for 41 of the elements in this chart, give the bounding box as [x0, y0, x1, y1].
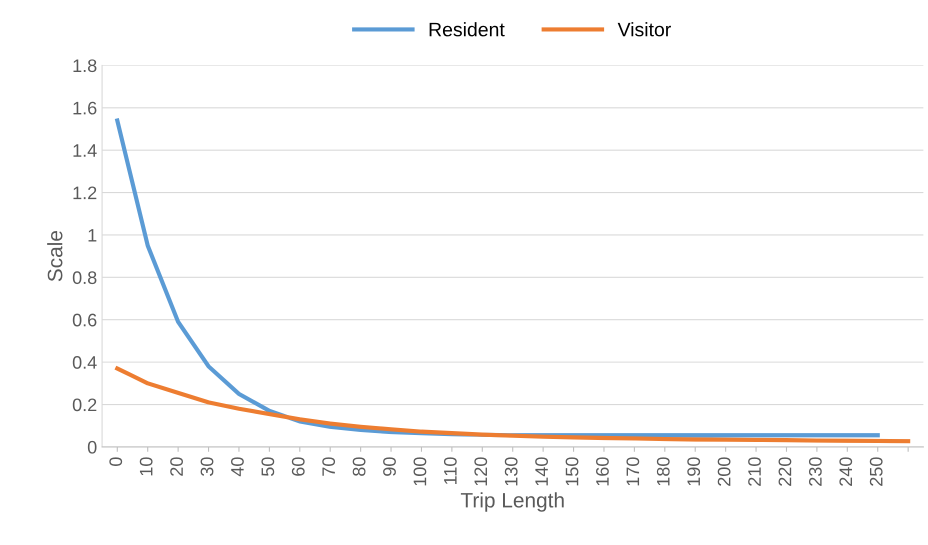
x-tick-label: 140 [535, 457, 548, 486]
x-tick-label: 30 [200, 457, 214, 476]
x-axis-title: Trip Length [460, 492, 564, 512]
x-tick-label: 130 [504, 457, 518, 486]
y-tick-label: 0 [88, 440, 97, 454]
x-tick-label: 180 [656, 457, 670, 486]
y-tick-label: 1.2 [74, 186, 96, 200]
x-tick-label: 210 [748, 457, 761, 486]
x-tick-label: 20 [170, 457, 183, 476]
y-tick-label: 1.6 [74, 102, 96, 115]
y-tick-label: 0.4 [72, 356, 97, 369]
y-tick-label: 0.6 [72, 314, 96, 326]
x-tick-label: 150 [566, 457, 578, 486]
x-tick-label: 90 [383, 457, 396, 476]
x-tick-label: 170 [626, 457, 640, 486]
y-tick-label: 1.8 [74, 59, 96, 72]
x-tick-label: 0 [109, 457, 122, 466]
x-tick-label: 40 [231, 457, 244, 476]
y-tick-label: 1.4 [74, 144, 97, 157]
x-tick-label: 200 [718, 457, 730, 486]
x-tick-label: 110 [444, 457, 457, 484]
y-tick-label: 1 [88, 229, 96, 242]
x-tick-label: 220 [778, 457, 792, 486]
legend-label: Resident [430, 22, 505, 36]
x-tick-label: 100 [414, 457, 426, 486]
x-tick-label: 160 [596, 457, 609, 486]
line-series [115, 366, 910, 444]
y-tick-label: 0.2 [72, 398, 96, 412]
x-tick-label: 190 [687, 457, 700, 486]
y-axis-title: Scale [47, 231, 62, 282]
x-tick-label: 230 [808, 457, 822, 486]
x-tick-label: 10 [140, 457, 153, 476]
x-tick-label: 70 [322, 457, 336, 476]
legend-label: Visitor [618, 22, 671, 36]
x-tick-label: 240 [839, 457, 852, 486]
x-tick-label: 250 [870, 457, 883, 486]
x-tick-label: 80 [352, 457, 366, 476]
x-tick-label: 60 [292, 457, 305, 476]
x-tick-label: 50 [261, 457, 274, 476]
x-tick-label: 120 [474, 457, 488, 486]
y-tick-label: 0.8 [72, 271, 96, 284]
